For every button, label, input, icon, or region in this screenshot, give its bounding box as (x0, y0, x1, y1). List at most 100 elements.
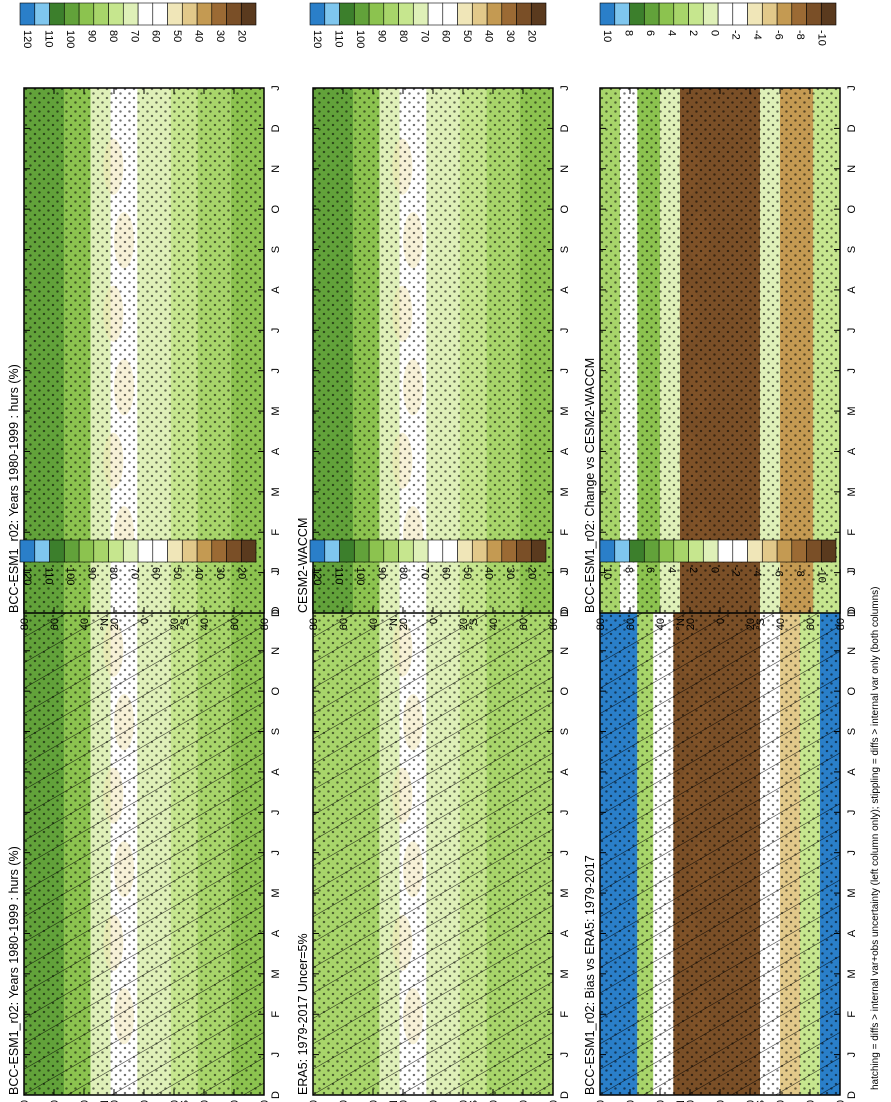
colorbar-label: 120 (311, 30, 323, 48)
month-tick-label: J (270, 810, 282, 816)
colorbar-swatch (658, 539, 675, 563)
month-tick-label: J (559, 85, 571, 91)
colorbar-swatch (196, 539, 213, 563)
colorbar-label: 60 (440, 567, 452, 579)
month-tick-label: D (559, 606, 571, 614)
hemisphere-label: °S (755, 1100, 767, 1102)
colorbar: 20 30 40 50 60 70 80 90 100 110 120 (309, 539, 547, 585)
colorbar-label: 80 (107, 567, 119, 579)
colorbar-swatch (732, 539, 748, 563)
colorbar-swatch (108, 2, 124, 26)
colorbar-swatch (78, 539, 95, 563)
colorbar-swatch (226, 2, 242, 26)
month-tick-label: S (270, 728, 282, 735)
month-tick-label: S (270, 246, 282, 253)
colorbar-label: 4 (665, 30, 677, 36)
hemisphere-label: °S (179, 1100, 191, 1102)
lat-tick-label: 60 (805, 618, 817, 630)
colorbar-label: 120 (21, 567, 33, 585)
month-tick-label: J (559, 810, 571, 816)
colorbar-swatch (49, 539, 65, 563)
colorbar-swatch (152, 2, 168, 26)
month-tick-label: A (559, 447, 571, 455)
colorbar-swatch (516, 2, 532, 26)
panel-title: BCC-ESM1_r02: Years 1980-1999 : hurs (%) (7, 846, 21, 1095)
colorbar-label: -6 (773, 567, 785, 577)
colorbar-label: 30 (214, 30, 226, 42)
month-tick-label: D (270, 606, 282, 614)
colorbar-swatch (368, 2, 385, 26)
colorbar-label: 80 (397, 567, 409, 579)
colorbar-swatch (49, 2, 65, 26)
month-tick-label: J (270, 850, 282, 856)
colorbar-swatch (63, 2, 80, 26)
colorbar-swatch (599, 2, 616, 26)
month-tick-label: M (559, 888, 571, 897)
colorbar-swatch (599, 539, 616, 563)
colorbar-swatch (167, 539, 183, 563)
colorbar-label: -8 (794, 30, 806, 40)
colorbar-swatch (398, 539, 414, 563)
month-tick-label: J (559, 368, 571, 374)
colorbar-swatch (761, 2, 778, 26)
month-tick-label: F (559, 1011, 571, 1018)
lat-tick-label: 80 (835, 618, 847, 630)
lat-tick-label: 80 (595, 618, 607, 630)
colorbar-swatch (93, 2, 109, 26)
colorbar-swatch (167, 2, 183, 26)
month-tick-label: S (559, 728, 571, 735)
colorbar-label: 110 (332, 30, 344, 48)
colorbar-swatch (614, 539, 630, 563)
month-tick-label: A (846, 286, 858, 294)
month-tick-label: M (846, 888, 858, 897)
month-tick-label: D (270, 124, 282, 132)
colorbar-label: 20 (236, 567, 248, 579)
lat-tick-label: 40 (199, 1100, 211, 1102)
colorbar-label: 80 (107, 30, 119, 42)
colorbar-label: -2 (730, 567, 742, 577)
colorbar-label: 100 (354, 30, 366, 48)
lat-tick-label: 60 (518, 618, 530, 630)
month-tick-label: J (270, 1052, 282, 1058)
colorbar-swatch (457, 539, 473, 563)
month-tick-label: M (846, 487, 858, 496)
month-tick-label: A (559, 286, 571, 294)
colorbar-swatch (442, 539, 458, 563)
month-tick-label: A (559, 929, 571, 937)
colorbar-label: 60 (150, 30, 162, 42)
colorbar-swatch (747, 539, 763, 563)
colorbar-swatch (34, 2, 50, 26)
colorbar-swatch (339, 2, 355, 26)
colorbar-swatch (240, 2, 257, 26)
lat-tick-label: 40 (488, 618, 500, 630)
colorbar-swatch (181, 539, 198, 563)
colorbar-swatch (398, 2, 414, 26)
colorbar-label: -8 (794, 567, 806, 577)
colorbar-swatch (196, 2, 213, 26)
month-tick-label: O (846, 204, 858, 213)
lat-tick-label: 60 (49, 1100, 61, 1102)
colorbar-label: 6 (644, 567, 656, 573)
lat-tick-label: 40 (199, 618, 211, 630)
month-tick-label: J (559, 850, 571, 856)
colorbar-label: 120 (311, 567, 323, 585)
colorbar-label: 90 (85, 30, 97, 42)
colorbar-swatch (688, 539, 704, 563)
colorbar-swatch (108, 539, 124, 563)
colorbar-swatch (643, 2, 660, 26)
month-tick-label: D (846, 609, 858, 617)
colorbar-swatch (702, 2, 719, 26)
month-tick-label: O (846, 686, 858, 695)
lat-tick-label: 60 (338, 618, 350, 630)
month-tick-label: M (270, 406, 282, 415)
colorbar-swatch (19, 2, 36, 26)
month-tick-label: D (846, 606, 858, 614)
colorbar-label: 70 (128, 567, 140, 579)
colorbar-label: 20 (526, 567, 538, 579)
colorbar-swatch (181, 2, 198, 26)
colorbar-swatch (383, 2, 399, 26)
lat-tick-label: 0 (428, 1100, 440, 1102)
colorbar-label: 110 (332, 567, 344, 585)
lat-tick-label: 80 (19, 1100, 31, 1102)
month-tick-label: A (559, 768, 571, 776)
